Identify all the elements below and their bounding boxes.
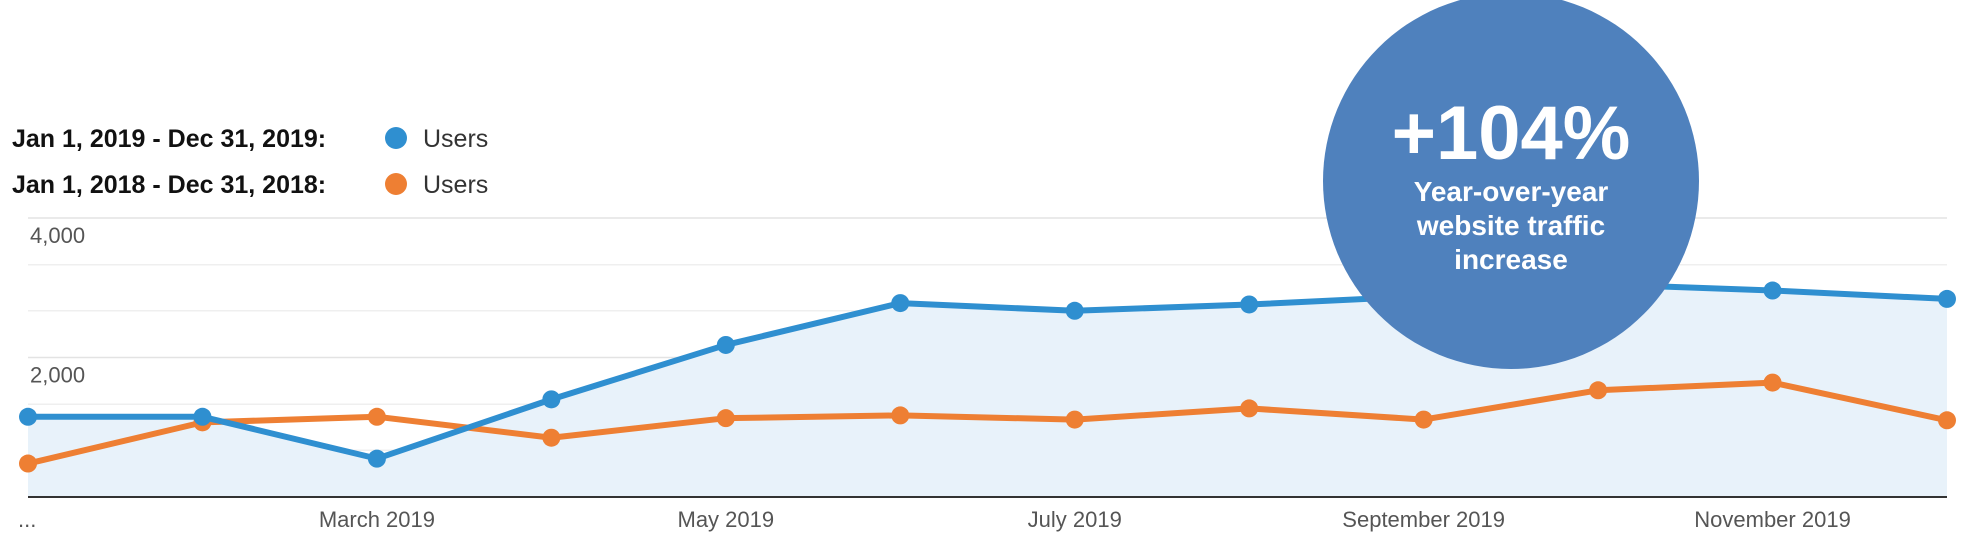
yoy-callout: +104% Year-over-year website traffic inc…	[1323, 0, 1699, 369]
callout-line-2: website traffic	[1416, 210, 1605, 241]
x-tick-label: September 2019	[1342, 507, 1505, 532]
data-point-2019	[1938, 289, 1956, 308]
legend-range-2019: Jan 1, 2019 - Dec 31, 2019:	[12, 125, 326, 153]
legend-metric-2018: Users	[423, 171, 488, 199]
legend-marker-2019	[385, 127, 407, 149]
legend: Jan 1, 2019 - Dec 31, 2019: Users Jan 1,…	[12, 125, 488, 199]
data-point-2018	[1589, 381, 1608, 400]
series-area-2019	[28, 284, 1947, 497]
data-point-2018	[19, 454, 37, 473]
data-point-2019	[193, 407, 212, 426]
data-point-2019	[367, 449, 386, 468]
data-point-2019	[19, 407, 37, 426]
data-point-2018	[1414, 410, 1433, 429]
x-tick-label: May 2019	[678, 507, 775, 532]
callout-line-3: increase	[1454, 244, 1568, 275]
data-point-2019	[542, 390, 561, 409]
data-point-2018	[1240, 399, 1259, 418]
axis-layer: 4,000 2,000... March 2019 May 2019 July 2019…	[18, 223, 1947, 532]
data-point-2018	[1763, 373, 1782, 392]
x-tick-label: July 2019	[1028, 507, 1122, 532]
data-point-2018	[1065, 410, 1084, 429]
series-line-2018	[25, 379, 1950, 467]
data-point-2018	[716, 409, 735, 428]
x-tick-label: ...	[18, 507, 36, 532]
data-point-2019	[1240, 295, 1259, 314]
x-tick-label: March 2019	[319, 507, 435, 532]
x-tick-label: November 2019	[1694, 507, 1851, 532]
data-point-2019	[1065, 301, 1084, 320]
callout-value: +104%	[1392, 91, 1631, 176]
legend-range-2018: Jan 1, 2018 - Dec 31, 2018:	[12, 171, 326, 199]
area-layer	[28, 284, 1947, 497]
data-point-2019	[891, 294, 910, 313]
y-tick-label: 4,000	[30, 223, 85, 248]
data-point-2018	[542, 428, 561, 447]
legend-metric-2019: Users	[423, 125, 488, 153]
data-point-2018	[891, 406, 910, 425]
callout-line-1: Year-over-year	[1414, 176, 1609, 207]
data-point-2019	[1763, 281, 1782, 300]
callout-circle	[1323, 0, 1699, 369]
legend-marker-2018	[385, 173, 407, 195]
data-point-2018	[367, 407, 386, 426]
data-point-2018	[1938, 411, 1956, 430]
y-tick-label: 2,000	[30, 363, 85, 388]
data-point-2019	[716, 335, 735, 354]
